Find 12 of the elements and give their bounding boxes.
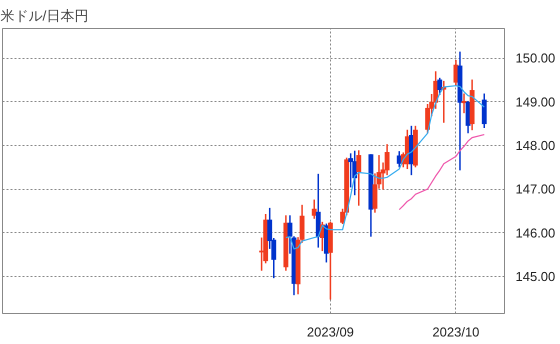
y-tick-label: 148.00 — [516, 138, 556, 153]
line-series — [398, 134, 485, 210]
y-tick-label: 149.00 — [516, 94, 556, 110]
candlestick — [356, 150, 362, 206]
chart-title: 米ドル/日本円 — [0, 8, 88, 24]
y-tick-label: 145.00 — [516, 268, 556, 284]
candlestick — [437, 77, 442, 96]
x-tick-label: 2023/10 — [432, 324, 480, 340]
x-tick-label: 2023/09 — [306, 324, 354, 340]
y-tick-label: 147.00 — [516, 182, 556, 197]
y-tick-label: 146.00 — [516, 225, 556, 240]
y-tick-label: 150.00 — [516, 50, 556, 66]
